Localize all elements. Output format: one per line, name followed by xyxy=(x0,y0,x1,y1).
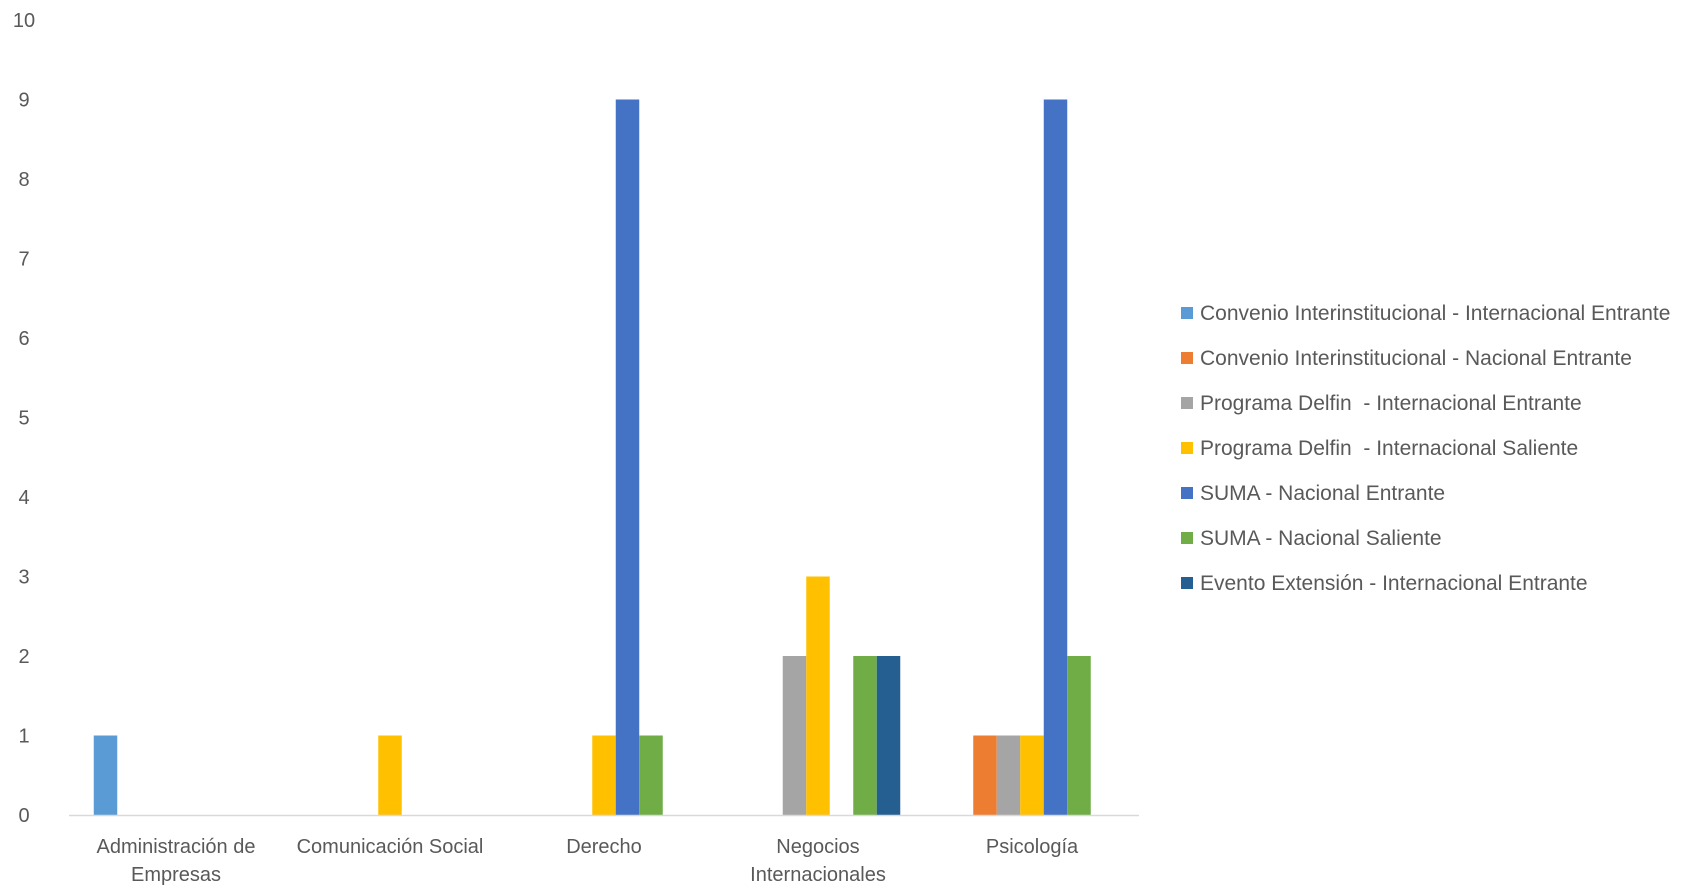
legend-swatch xyxy=(1181,352,1193,364)
x-tick-label: Comunicación Social xyxy=(297,836,484,858)
bar xyxy=(615,99,640,815)
bar xyxy=(378,735,402,815)
legend: Convenio Interinstitucional - Internacio… xyxy=(1181,302,1670,595)
y-tick-label: 1 xyxy=(18,726,29,748)
bars-group xyxy=(93,99,1091,815)
y-tick-label: 4 xyxy=(18,487,29,509)
bar xyxy=(996,735,1021,815)
legend-swatch xyxy=(1181,307,1193,319)
bar xyxy=(853,656,877,815)
bar xyxy=(639,735,663,815)
legend-swatch xyxy=(1181,577,1193,589)
x-tick-label: Psicología xyxy=(986,836,1079,858)
y-tick-label: 5 xyxy=(18,408,29,430)
y-tick-label: 7 xyxy=(18,249,29,271)
bar xyxy=(592,735,616,815)
legend-label: Programa Delfin - Internacional Saliente xyxy=(1200,437,1578,460)
legend-label: Evento Extensión - Internacional Entrant… xyxy=(1200,572,1588,595)
x-tick-label: Negocios xyxy=(776,836,859,858)
bar xyxy=(1020,735,1044,815)
bar xyxy=(806,576,830,815)
y-tick-label: 10 xyxy=(13,10,35,32)
legend-label: Convenio Interinstitucional - Nacional E… xyxy=(1200,347,1632,370)
legend-label: Programa Delfin - Internacional Entrante xyxy=(1200,392,1582,415)
bar xyxy=(876,656,901,815)
y-tick-label: 0 xyxy=(18,805,29,827)
x-tick-label: Derecho xyxy=(566,836,642,858)
legend-label: SUMA - Nacional Entrante xyxy=(1200,482,1445,505)
legend-label: SUMA - Nacional Saliente xyxy=(1200,527,1442,550)
legend-label: Convenio Interinstitucional - Internacio… xyxy=(1200,302,1670,325)
bar xyxy=(1043,99,1068,815)
bar xyxy=(973,735,997,815)
y-tick-label: 2 xyxy=(18,646,29,668)
legend-swatch xyxy=(1181,487,1193,499)
bar xyxy=(782,656,807,815)
bar xyxy=(93,735,118,815)
x-tick-label: Administración de xyxy=(97,836,256,858)
legend-swatch xyxy=(1181,442,1193,454)
x-tick-label: Empresas xyxy=(131,864,221,886)
bar xyxy=(1067,656,1091,815)
x-tick-label: Internacionales xyxy=(750,864,886,886)
y-tick-label: 6 xyxy=(18,328,29,350)
y-tick-label: 9 xyxy=(18,90,29,112)
legend-swatch xyxy=(1181,532,1193,544)
y-tick-label: 8 xyxy=(18,169,29,191)
x-axis: Administración de Empresas Comunicación So… xyxy=(97,836,1079,886)
y-tick-label: 3 xyxy=(18,567,29,589)
legend-swatch xyxy=(1181,397,1193,409)
y-axis: 0 1 2 3 4 5 6 7 8 9 10 xyxy=(13,10,35,827)
